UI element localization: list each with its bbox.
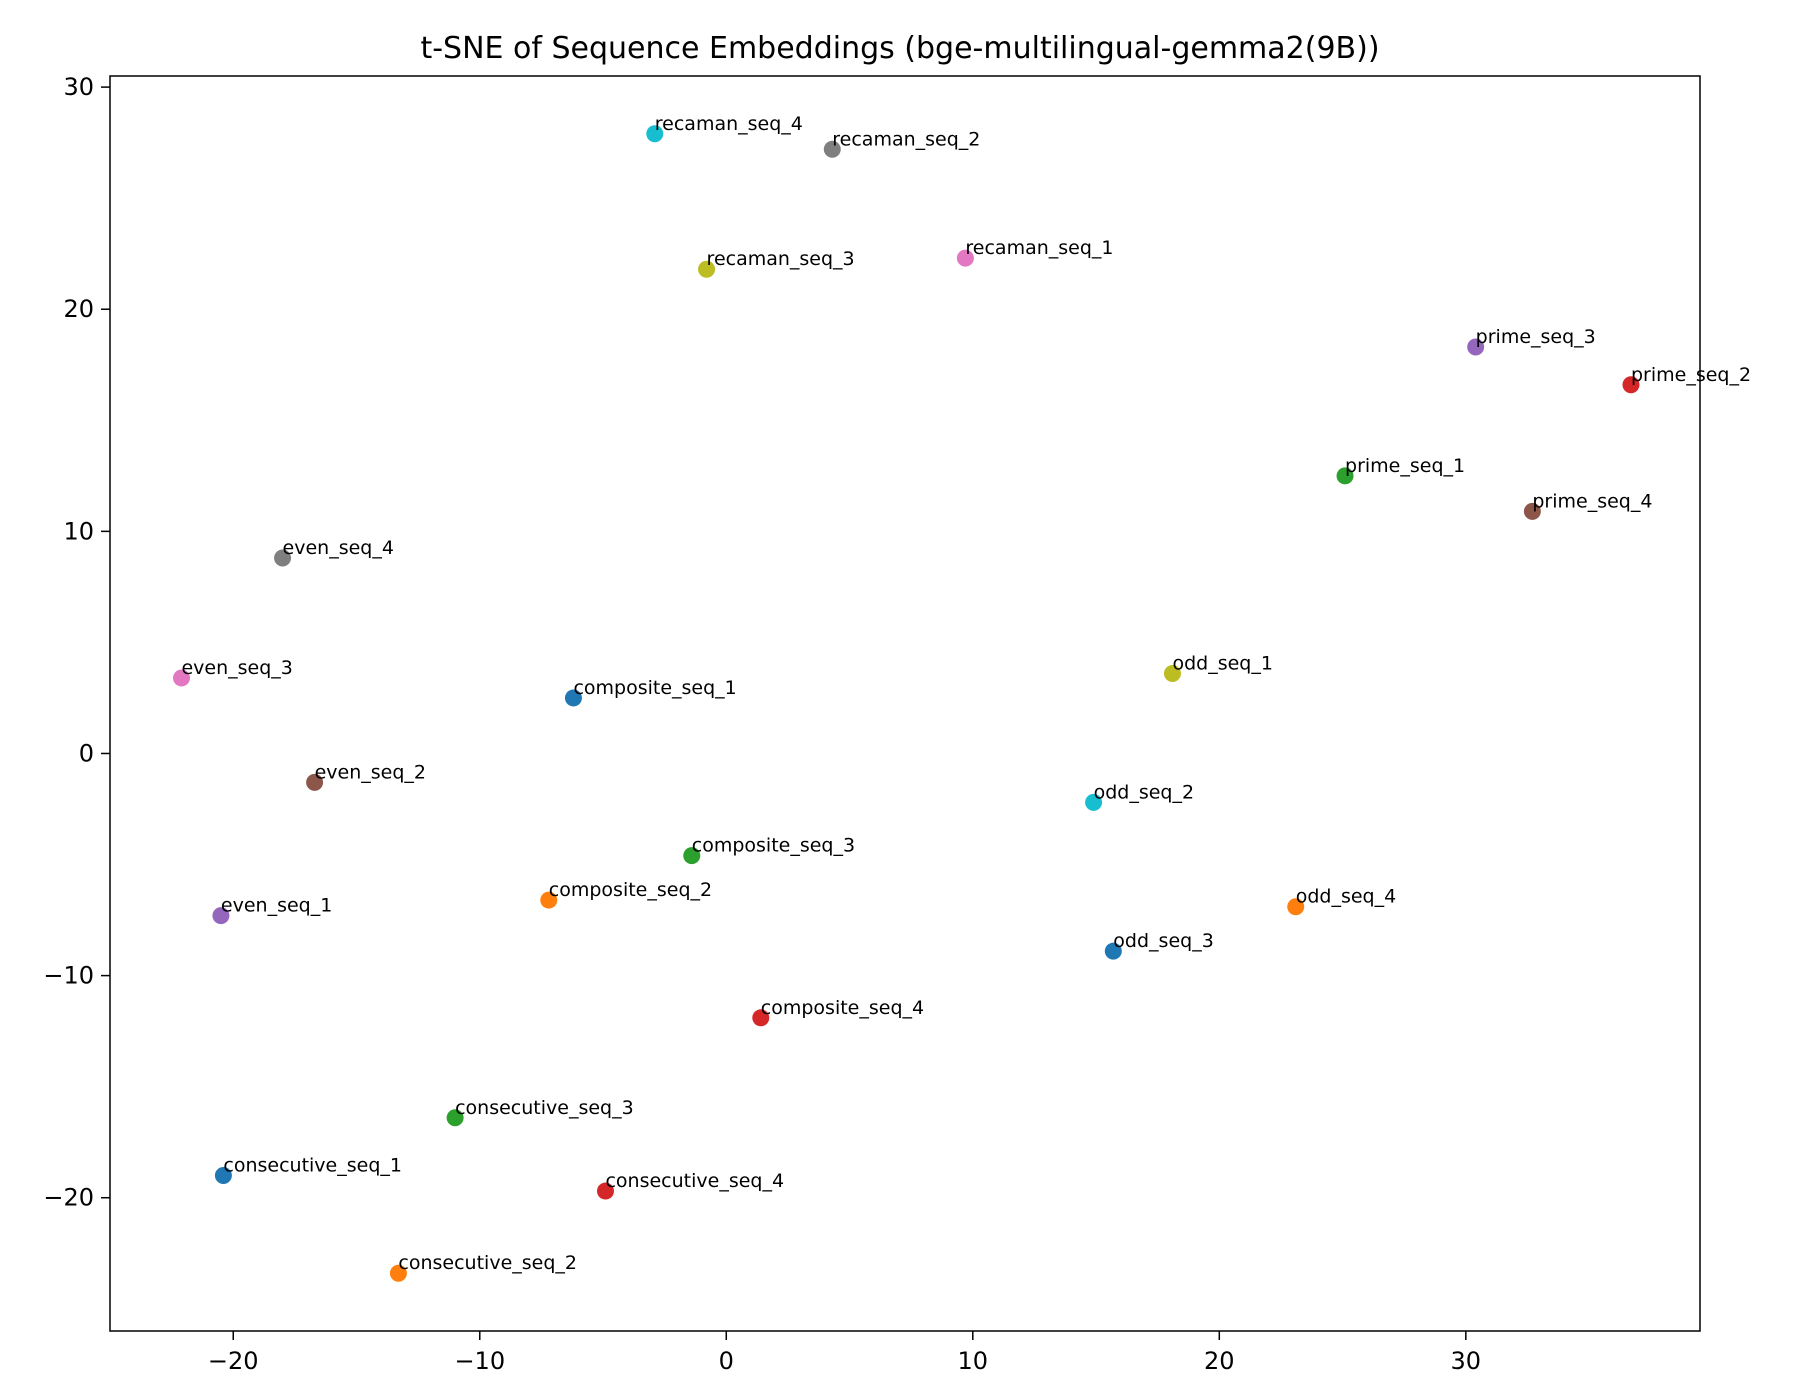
point-label-odd_seq_1: odd_seq_1 [1172, 653, 1272, 675]
x-tick-label: 0 [719, 1347, 734, 1375]
point-even_seq_2 [306, 773, 324, 791]
y-tick-label: −20 [43, 1184, 94, 1212]
point-label-odd_seq_4: odd_seq_4 [1296, 886, 1396, 908]
point-label-prime_seq_4: prime_seq_4 [1532, 490, 1652, 512]
x-axis: −20 −10 0 10 20 30 [208, 1331, 1481, 1375]
point-label-prime_seq_2: prime_seq_2 [1631, 364, 1751, 386]
point-label-even_seq_1: even_seq_1 [221, 895, 332, 917]
point-label-odd_seq_3: odd_seq_3 [1113, 930, 1213, 952]
point-composite_seq_1 [564, 689, 582, 707]
point-label-consecutive_seq_1: consecutive_seq_1 [223, 1155, 402, 1177]
point-label-composite_seq_3: composite_seq_3 [692, 835, 855, 857]
x-tick-label: 30 [1451, 1347, 1482, 1375]
y-axis: −20 −10 0 10 20 30 [43, 73, 110, 1212]
point-label-composite_seq_1: composite_seq_1 [573, 677, 736, 699]
point-label-recaman_seq_2: recaman_seq_2 [832, 128, 980, 150]
point-label-odd_seq_2: odd_seq_2 [1094, 781, 1194, 803]
plot-area-frame [109, 75, 1701, 1332]
point-consecutive_seq_3 [446, 1109, 464, 1127]
x-tick-label: −20 [208, 1347, 259, 1375]
point-label-even_seq_3: even_seq_3 [181, 657, 292, 679]
point-recaman_seq_1 [956, 249, 974, 267]
point-consecutive_seq_2 [389, 1264, 407, 1282]
x-tick-label: 20 [1204, 1347, 1235, 1375]
point-prime_seq_1 [1336, 467, 1354, 485]
y-tick-label: 0 [79, 739, 94, 767]
point-label-recaman_seq_1: recaman_seq_1 [965, 237, 1113, 259]
point-recaman_seq_2 [823, 140, 841, 158]
point-label-even_seq_4: even_seq_4 [283, 537, 394, 559]
point-composite_seq_3 [683, 847, 701, 865]
point-label-composite_seq_2: composite_seq_2 [549, 879, 712, 901]
point-even_seq_1 [212, 907, 230, 925]
y-tick-label: −10 [43, 962, 94, 990]
y-tick-label: 30 [63, 73, 94, 101]
point-label-even_seq_2: even_seq_2 [315, 761, 426, 783]
point-odd_seq_4 [1287, 898, 1305, 916]
point-label-composite_seq_4: composite_seq_4 [761, 997, 924, 1019]
y-tick-label: 10 [63, 517, 94, 545]
scatter-points: recaman_seq_4 recaman_seq_2 recaman_seq_3 r… [172, 113, 1751, 1282]
point-even_seq_4 [274, 549, 292, 567]
point-composite_seq_4 [752, 1009, 770, 1027]
point-consecutive_seq_4 [596, 1182, 614, 1200]
point-even_seq_3 [172, 669, 190, 687]
point-prime_seq_4 [1523, 502, 1541, 520]
point-label-recaman_seq_4: recaman_seq_4 [655, 113, 803, 135]
point-label-recaman_seq_3: recaman_seq_3 [707, 248, 855, 270]
point-label-consecutive_seq_4: consecutive_seq_4 [605, 1170, 784, 1192]
point-recaman_seq_4 [646, 125, 664, 143]
y-tick-label: 20 [63, 295, 94, 323]
x-tick-label: −10 [454, 1347, 505, 1375]
point-label-prime_seq_3: prime_seq_3 [1476, 326, 1596, 348]
point-odd_seq_3 [1104, 942, 1122, 960]
chart-title: t-SNE of Sequence Embeddings (bge-multil… [420, 31, 1379, 66]
point-prime_seq_3 [1467, 338, 1485, 356]
point-odd_seq_2 [1085, 793, 1103, 811]
point-composite_seq_2 [540, 891, 558, 909]
point-label-consecutive_seq_2: consecutive_seq_2 [398, 1252, 577, 1274]
point-odd_seq_1 [1163, 665, 1181, 683]
point-label-consecutive_seq_3: consecutive_seq_3 [455, 1097, 634, 1119]
point-recaman_seq_3 [698, 260, 716, 278]
point-consecutive_seq_1 [214, 1167, 232, 1185]
x-tick-label: 10 [958, 1347, 989, 1375]
point-label-prime_seq_1: prime_seq_1 [1345, 455, 1465, 477]
point-prime_seq_2 [1622, 376, 1640, 394]
